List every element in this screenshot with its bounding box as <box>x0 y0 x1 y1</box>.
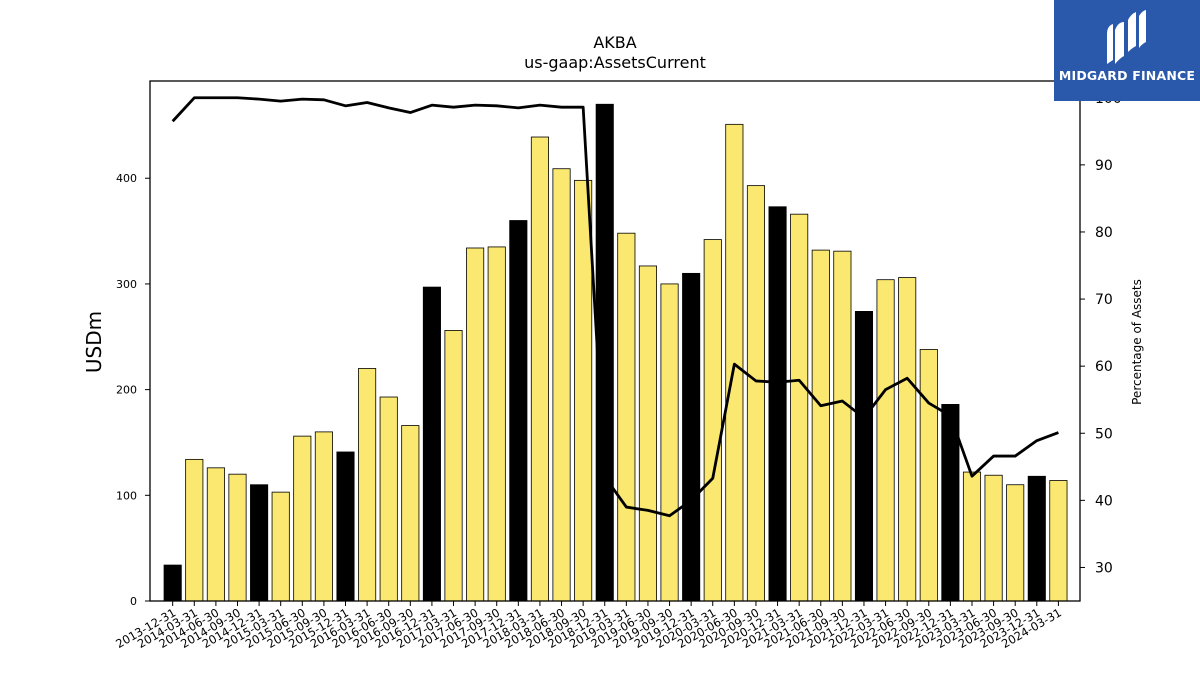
y-tick-label: 400 <box>116 172 137 185</box>
midgard-finance-logo: MIDGARD FINANCE <box>1054 0 1200 101</box>
bar <box>206 467 225 602</box>
bar <box>530 136 549 602</box>
line-group <box>171 96 1059 518</box>
bar <box>293 435 312 602</box>
bar <box>898 277 917 602</box>
bar <box>1006 484 1025 602</box>
bar <box>228 473 247 602</box>
bar <box>574 179 593 602</box>
axes-group: 0100200300400304050607080901002013-12-31… <box>113 80 1122 651</box>
bar <box>358 368 377 602</box>
y-tick-label: 0 <box>130 595 137 608</box>
y2-axis-label: Percentage of Assets <box>1130 279 1144 405</box>
bar <box>962 471 982 602</box>
y2-tick-label: 90 <box>1095 158 1113 174</box>
chart-title: AKBA <box>593 33 636 52</box>
bar <box>682 272 701 602</box>
plot-frame <box>149 80 1081 602</box>
y-axis-label: USDm <box>82 311 106 373</box>
bar <box>271 491 290 602</box>
bar <box>444 330 463 602</box>
bar <box>379 396 398 602</box>
bar <box>833 250 852 602</box>
logo-text: MIDGARD FINANCE <box>1058 68 1196 83</box>
y2-tick-label: 80 <box>1095 225 1113 241</box>
bar <box>466 247 485 602</box>
y-tick-label: 200 <box>116 384 137 397</box>
y2-tick-label: 70 <box>1095 292 1113 308</box>
bar <box>422 286 441 602</box>
bar <box>919 349 938 602</box>
bar <box>876 279 895 602</box>
bar <box>250 484 269 602</box>
y-tick-label: 100 <box>116 489 137 502</box>
bar <box>984 474 1003 602</box>
bar <box>617 232 636 602</box>
bar <box>552 168 571 602</box>
bar <box>638 265 657 602</box>
bar <box>1027 475 1046 602</box>
bar <box>163 564 182 602</box>
y2-tick-label: 30 <box>1095 560 1113 576</box>
bars-group <box>163 103 1068 602</box>
bar <box>336 451 355 602</box>
bar <box>1049 480 1068 602</box>
bar <box>854 311 874 602</box>
bar <box>401 425 420 602</box>
percentage-line <box>171 96 1059 518</box>
bar <box>790 213 809 602</box>
midgard-logo-icon <box>1107 10 1146 64</box>
y2-tick-label: 50 <box>1095 426 1113 442</box>
y-tick-label: 300 <box>116 278 137 291</box>
bar <box>660 283 679 602</box>
y2-tick-label: 60 <box>1095 359 1113 375</box>
bar <box>509 220 528 602</box>
chart-subtitle: us-gaap:AssetsCurrent <box>524 53 706 72</box>
bar <box>703 239 722 602</box>
bar <box>314 431 333 602</box>
bar <box>768 206 787 602</box>
y2-tick-label: 40 <box>1095 493 1113 509</box>
bar <box>746 185 765 602</box>
bar <box>811 249 830 602</box>
bar <box>725 123 744 602</box>
bar <box>185 458 204 602</box>
bar <box>487 246 506 602</box>
